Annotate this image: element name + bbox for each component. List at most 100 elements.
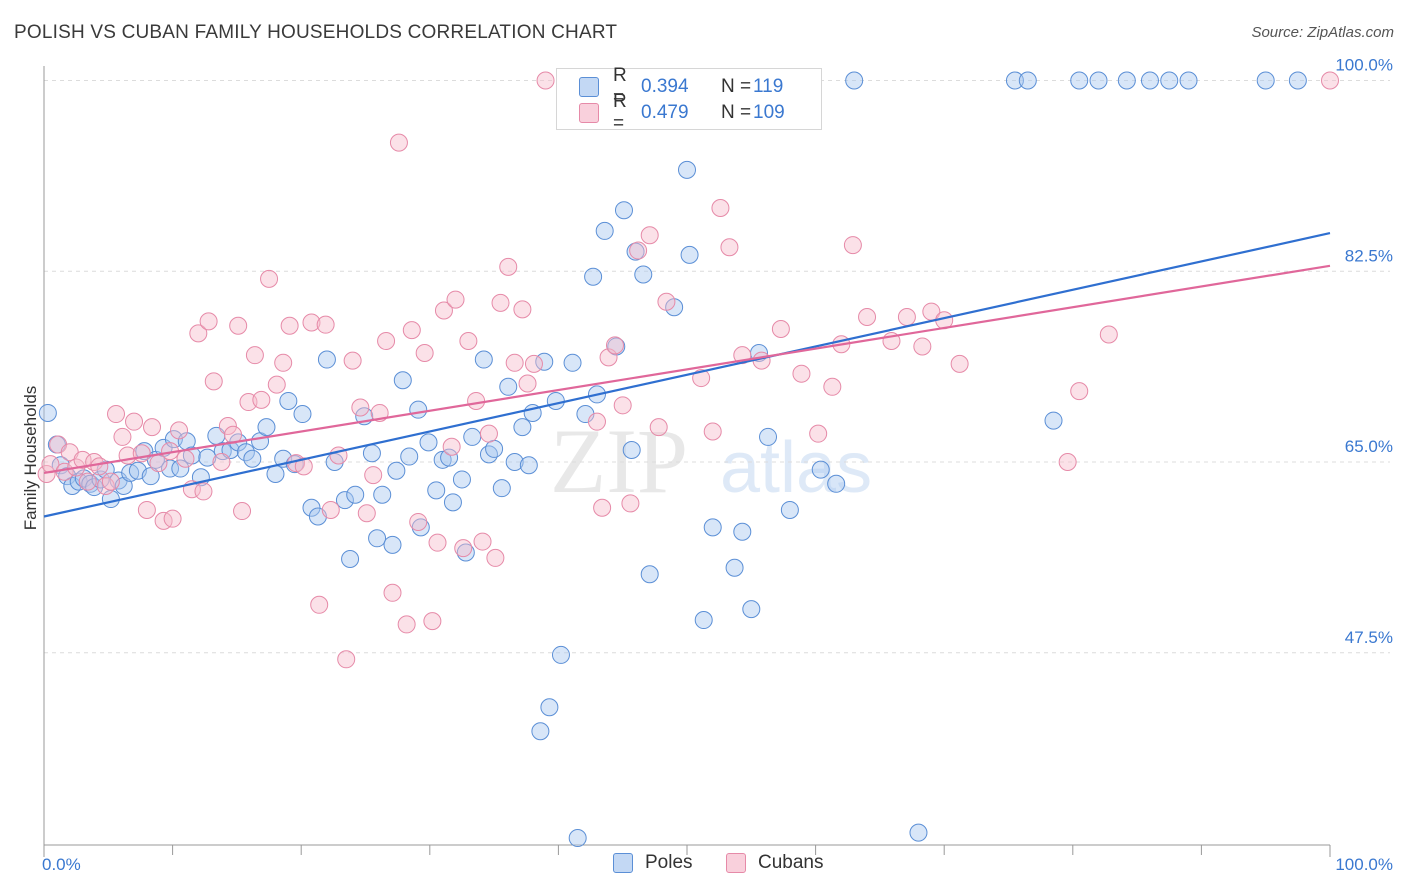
cubans-point xyxy=(90,457,109,476)
trend-lines xyxy=(43,232,1331,518)
cubans-point xyxy=(950,354,969,373)
poles-point xyxy=(373,485,392,504)
cubans-point xyxy=(479,424,498,443)
poles-point xyxy=(198,448,217,467)
poles-point xyxy=(341,550,360,569)
cubans-points xyxy=(37,71,1339,669)
poles-point xyxy=(680,245,699,264)
poles-point xyxy=(317,350,336,369)
poles-point xyxy=(584,267,603,286)
poles-point xyxy=(1179,71,1198,90)
poles-point xyxy=(266,464,285,483)
watermark-atlas: atlas xyxy=(720,428,872,508)
cubans-point xyxy=(176,449,195,468)
cubans-point xyxy=(446,290,465,309)
cubans-point xyxy=(771,320,790,339)
cubans-point xyxy=(1070,382,1089,401)
y-tick-labels: 47.5% 65.0% 82.5% 100.0% xyxy=(1335,56,1393,647)
poles-point xyxy=(725,558,744,577)
poles-point xyxy=(485,439,504,458)
cubans-point xyxy=(711,199,730,218)
poles-point xyxy=(742,600,761,619)
poles-trend-line xyxy=(43,232,1331,518)
poles-point xyxy=(595,221,614,240)
cubans-point xyxy=(107,405,126,424)
legend-label-cubans: Cubans xyxy=(758,852,824,873)
cubans-point xyxy=(143,418,162,437)
cubans-point xyxy=(267,375,286,394)
y-tick-label: 100.0% xyxy=(1335,56,1393,75)
cubans-point xyxy=(302,313,321,332)
cubans-point xyxy=(843,236,862,255)
cubans-point xyxy=(280,316,299,335)
poles-point xyxy=(492,479,511,498)
cubans-point xyxy=(204,372,223,391)
poles-point xyxy=(171,459,190,478)
poles-point xyxy=(513,418,532,437)
cubans-point xyxy=(351,398,370,417)
cubans-point xyxy=(189,324,208,343)
poles-point xyxy=(335,491,354,510)
cubans-point xyxy=(1058,453,1077,471)
poles-point xyxy=(780,500,799,519)
cubans-point xyxy=(649,418,668,437)
cubans-trend-line xyxy=(43,264,1331,474)
grid-lines xyxy=(44,80,1390,654)
cubans-point xyxy=(37,464,56,483)
poles-point xyxy=(1044,411,1063,430)
cubans-point xyxy=(310,595,329,614)
cubans-point xyxy=(823,377,842,396)
poles-point xyxy=(622,441,641,460)
legend-r-label: R = xyxy=(613,65,627,108)
cubans-point xyxy=(218,417,237,436)
cubans-point xyxy=(101,472,120,491)
cubans-point xyxy=(377,332,396,351)
x-tick-labels: 0.0% 100.0% xyxy=(42,855,1393,874)
legend-swatch-cubans xyxy=(726,853,746,873)
poles-point xyxy=(694,611,713,630)
cubans-point xyxy=(409,512,428,531)
cubans-point xyxy=(337,650,356,669)
cubans-point xyxy=(423,612,442,631)
cubans-point xyxy=(78,472,97,491)
cubans-point xyxy=(703,422,722,441)
cubans-point xyxy=(467,391,486,410)
poles-point xyxy=(474,350,493,369)
poles-point xyxy=(568,829,587,848)
poles-point xyxy=(279,391,298,410)
cubans-point xyxy=(170,421,189,440)
poles-point xyxy=(703,518,722,537)
cubans-point xyxy=(897,308,916,327)
poles-point xyxy=(452,470,471,489)
poles-point xyxy=(427,481,446,500)
poles-point xyxy=(383,535,402,554)
poles-point xyxy=(463,427,482,446)
cubans-point xyxy=(154,511,173,530)
cubans-point xyxy=(459,332,478,351)
cubans-point xyxy=(316,315,335,334)
cubans-point xyxy=(389,133,408,152)
cubans-point xyxy=(245,346,264,365)
poles-point xyxy=(540,698,559,717)
poles-point xyxy=(563,353,582,372)
cubans-point xyxy=(499,257,518,276)
poles-point xyxy=(419,433,438,452)
x-tick-label: 0.0% xyxy=(42,855,81,874)
poles-point xyxy=(1256,71,1275,90)
poles-point xyxy=(634,265,653,284)
cubans-point xyxy=(473,532,492,551)
legend-swatch-poles xyxy=(579,77,599,97)
cubans-point xyxy=(252,390,271,409)
poles-point xyxy=(531,722,550,741)
x-tick-label: 100.0% xyxy=(1335,855,1393,874)
cubans-point xyxy=(415,344,434,362)
poles-point xyxy=(499,377,518,396)
axes xyxy=(43,66,1331,857)
legend-n-label: N = xyxy=(721,76,752,97)
cubans-point xyxy=(137,500,156,519)
poles-point xyxy=(1070,71,1089,90)
poles-point xyxy=(1160,71,1179,90)
poles-point xyxy=(678,160,696,179)
cubans-point xyxy=(486,548,505,567)
poles-point xyxy=(443,493,462,512)
